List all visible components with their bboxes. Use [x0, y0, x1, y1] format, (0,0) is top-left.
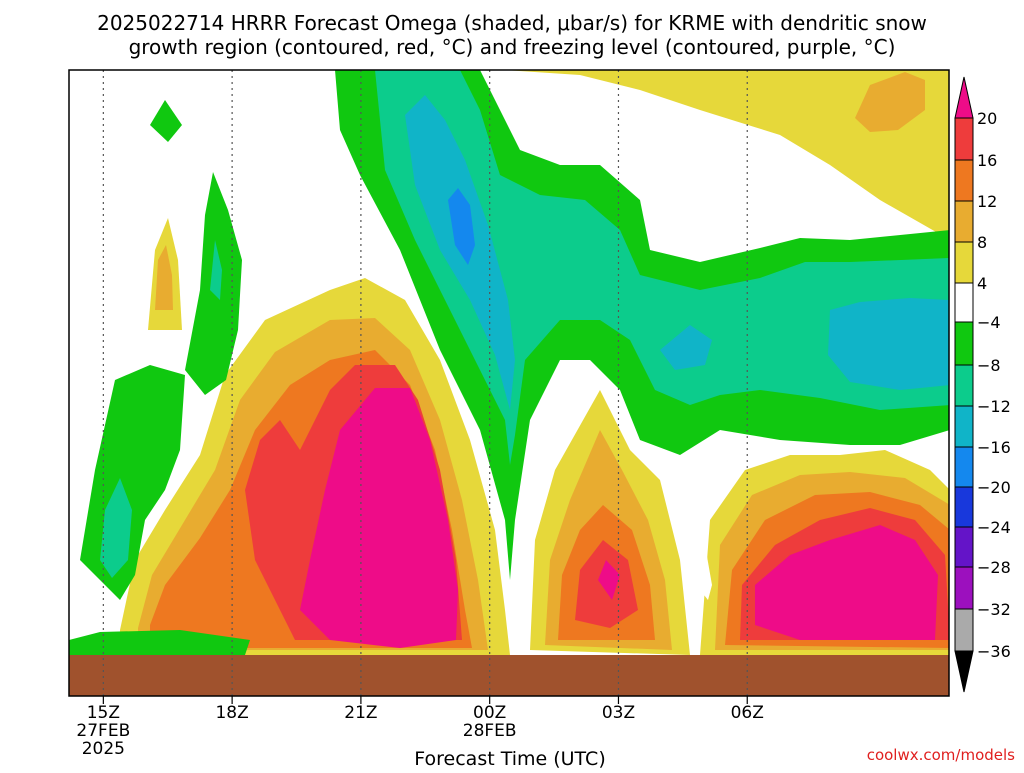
- x-tick-label-03Z: 03Z: [602, 703, 635, 723]
- colorbar-bin-10: [954, 526, 974, 568]
- omega-shade-upper-yellow: [505, 70, 949, 240]
- x-tick-label-18Z: 18Z: [215, 703, 248, 723]
- colorbar-label-10: −24: [977, 518, 1011, 537]
- colorbar-bin-1: [954, 159, 974, 202]
- omega-shade-ridge-gold: [155, 245, 173, 310]
- colorbar-label-1: 16: [977, 151, 997, 170]
- colorbar-label-7: −12: [977, 397, 1011, 416]
- plot-area: -12-12-180: [69, 70, 949, 696]
- colorbar-label-0: 20: [977, 109, 997, 128]
- colorbar-label-13: −36: [977, 642, 1011, 661]
- grid-lines: [102, 70, 748, 696]
- colorbar-bin-11: [954, 566, 974, 610]
- x-tick-date-15Z: 27FEB: [76, 721, 130, 741]
- omega-shade-sink-blue: [448, 188, 475, 265]
- omega-shade-teal-column: [210, 240, 222, 300]
- chart-title-line1: 2025022714 HRRR Forecast Omega (shaded, …: [97, 11, 927, 35]
- omega-shade-upper-gold: [855, 72, 925, 132]
- omega-shade-teal-lowleft: [100, 478, 132, 578]
- colorbar-bin-3: [954, 241, 974, 284]
- colorbar-bin-8: [954, 446, 974, 488]
- colorbar-bin-4: [954, 282, 974, 323]
- credit-link[interactable]: coolwx.com/models: [867, 746, 1015, 764]
- colorbar-label-3: 8: [977, 233, 987, 252]
- colorbar-label-5: −4: [977, 313, 1001, 332]
- colorbar-bin-9: [954, 486, 974, 528]
- colorbar-label-6: −8: [977, 356, 1001, 375]
- omega-shade-green-surface: [69, 630, 250, 655]
- omega-shade-left-pink: [300, 388, 458, 648]
- omega-shade-sink-teal: [375, 70, 949, 465]
- x-tick-label-21Z: 21Z: [344, 703, 377, 723]
- omega-shade-sink-cyan-right: [828, 298, 949, 390]
- colorbar-bin-12: [954, 608, 974, 652]
- colorbar-bottom-arrow: [954, 650, 974, 693]
- colorbar-label-2: 12: [977, 192, 997, 211]
- colorbar-label-4: 4: [977, 274, 987, 293]
- omega-shade-mid-pink: [598, 560, 620, 600]
- colorbar-bin-2: [954, 200, 974, 243]
- colorbar-top-arrow: [954, 76, 974, 119]
- omega-shading: [69, 70, 949, 655]
- omega-shade-right-pink: [755, 525, 938, 640]
- omega-shade-green-blob-top: [150, 100, 182, 142]
- omega-shade-right-white-gap: [700, 545, 712, 600]
- colorbar-bin-5: [954, 321, 974, 366]
- colorbar-label-8: −16: [977, 438, 1011, 457]
- colorbar-bin-7: [954, 405, 974, 448]
- x-tick-label-00Z: 00Z: [473, 703, 506, 723]
- colorbar-label-11: −28: [977, 558, 1011, 577]
- omega-shade-sink-cyan-small: [660, 325, 712, 370]
- ground-fill: [69, 655, 949, 696]
- plot-frame: [68, 69, 950, 697]
- colorbar-label-9: −20: [977, 478, 1011, 497]
- x-tick-label-06Z: 06Z: [731, 703, 764, 723]
- x-axis-label: Forecast Time (UTC): [414, 748, 605, 768]
- x-tick-label-15Z: 15Z: [87, 703, 120, 723]
- x-tick-date-00Z: 28FEB: [463, 721, 517, 741]
- colorbar-bin-6: [954, 364, 974, 407]
- colorbar-label-12: −32: [977, 600, 1011, 619]
- x-tick-year-15Z: 2025: [82, 739, 125, 759]
- colorbar-bin-0: [954, 117, 974, 161]
- colorbar: 20 16 12 8 4 −4 −8 −12 −16 −20 −24 −28 −32 −36: [954, 76, 1011, 693]
- chart-title-line2: growth region (contoured, red, °C) and f…: [129, 35, 896, 59]
